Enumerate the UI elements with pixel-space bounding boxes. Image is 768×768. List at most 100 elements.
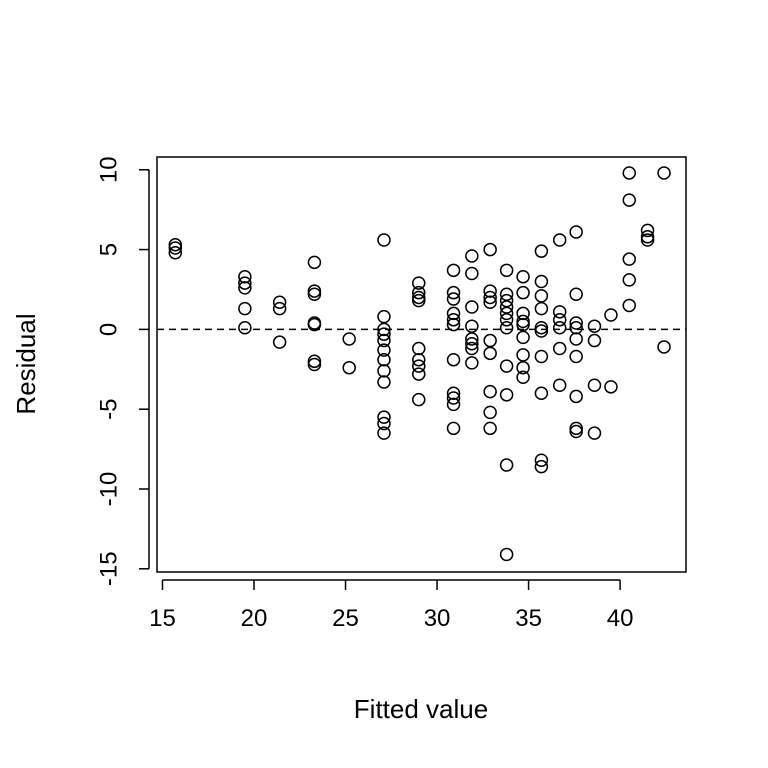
data-point xyxy=(377,410,391,424)
data-point xyxy=(168,238,183,252)
data-point xyxy=(499,287,514,302)
data-point xyxy=(412,359,426,373)
data-point xyxy=(569,287,583,302)
data-point xyxy=(516,269,530,284)
data-point xyxy=(604,380,618,394)
data-point xyxy=(446,313,461,327)
data-point xyxy=(446,421,461,436)
data-point xyxy=(272,295,287,309)
data-point xyxy=(483,242,497,257)
x-tick-label: 20 xyxy=(241,605,268,632)
data-point xyxy=(499,359,514,373)
y-axis-title: Residual xyxy=(11,313,41,414)
x-tick-label: 30 xyxy=(424,605,451,632)
data-point xyxy=(465,337,479,351)
data-point xyxy=(377,416,391,431)
data-point xyxy=(534,289,549,303)
data-point xyxy=(483,290,497,305)
data-point xyxy=(552,305,567,319)
data-point xyxy=(465,266,479,281)
data-point xyxy=(622,298,637,313)
data-point xyxy=(412,293,426,308)
data-point xyxy=(622,252,637,266)
data-point xyxy=(552,321,567,335)
data-point xyxy=(640,223,655,238)
data-point xyxy=(307,287,322,302)
data-point xyxy=(307,284,322,298)
data-point xyxy=(446,386,461,400)
data-point xyxy=(377,364,391,378)
data-point xyxy=(377,375,391,389)
data-point xyxy=(516,285,530,300)
data-point xyxy=(569,316,583,330)
data-point xyxy=(499,547,514,562)
data-point xyxy=(238,321,252,335)
data-point xyxy=(342,332,356,346)
y-tick-label: 0 xyxy=(96,323,123,336)
data-point xyxy=(516,360,530,375)
data-point xyxy=(569,349,583,364)
data-point xyxy=(622,193,637,207)
data-point xyxy=(446,397,461,412)
data-point xyxy=(499,293,514,308)
data-point xyxy=(238,281,252,295)
x-tick-label: 15 xyxy=(149,605,176,632)
data-point xyxy=(534,459,549,474)
data-point xyxy=(238,301,252,316)
data-point xyxy=(446,285,461,300)
data-point xyxy=(238,276,252,290)
data-point xyxy=(446,306,461,321)
data-point xyxy=(307,357,322,372)
data-point xyxy=(377,233,391,247)
data-point xyxy=(534,301,549,316)
data-point xyxy=(534,349,549,364)
data-point xyxy=(587,378,602,392)
data-point xyxy=(516,314,530,329)
plot-frame xyxy=(156,156,687,573)
data-point xyxy=(499,313,514,327)
data-point xyxy=(499,321,514,335)
data-point xyxy=(168,241,183,255)
data-point xyxy=(377,426,391,440)
data-point xyxy=(377,352,391,367)
data-point xyxy=(640,230,655,244)
x-tick-label: 25 xyxy=(332,605,359,632)
data-point xyxy=(587,333,602,348)
data-point xyxy=(377,343,391,357)
data-point xyxy=(272,301,287,316)
data-point xyxy=(412,367,426,381)
data-point xyxy=(377,333,391,348)
data-point xyxy=(483,284,497,298)
y-tick-label: 5 xyxy=(96,243,123,256)
data-point xyxy=(446,317,461,332)
data-point xyxy=(446,352,461,367)
data-point xyxy=(377,327,391,341)
data-point xyxy=(657,340,671,354)
y-tick-label: 10 xyxy=(96,156,123,183)
data-point xyxy=(516,330,530,345)
data-point xyxy=(272,335,287,349)
data-point xyxy=(569,421,583,436)
data-point xyxy=(657,166,671,180)
data-point xyxy=(516,370,530,385)
data-point xyxy=(483,384,497,399)
data-point xyxy=(307,317,322,332)
data-point xyxy=(499,263,514,278)
data-point xyxy=(483,295,497,309)
data-point xyxy=(516,317,530,332)
data-point xyxy=(569,332,583,346)
data-point xyxy=(516,348,530,362)
data-point xyxy=(552,378,567,392)
data-point xyxy=(516,306,530,321)
data-point xyxy=(534,274,549,289)
data-point xyxy=(446,292,461,306)
data-point xyxy=(499,300,514,314)
data-point xyxy=(412,290,426,305)
data-point xyxy=(587,426,602,440)
y-tick-label: -15 xyxy=(96,551,123,586)
data-point xyxy=(552,313,567,327)
data-point xyxy=(377,322,391,337)
data-point xyxy=(412,392,426,407)
data-point xyxy=(168,246,183,260)
